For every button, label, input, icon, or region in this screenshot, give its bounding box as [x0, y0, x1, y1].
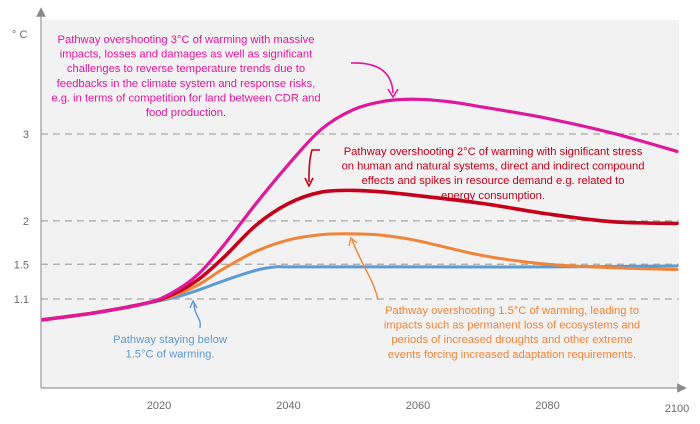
- y-tick-label: 1.5: [14, 259, 29, 271]
- y-tick-label: 1.1: [14, 294, 29, 306]
- annotation-line: periods of increased droughts and other …: [391, 334, 632, 346]
- annotation-2c-arrowhead: [304, 177, 314, 188]
- annotation-line: food production.: [146, 107, 226, 119]
- x-tick-label: 2100: [665, 403, 689, 415]
- annotation-line: events forcing increased adaptation requ…: [388, 349, 636, 361]
- annotation-line: impacts such as permanent loss of ecosys…: [384, 320, 640, 332]
- annotation-line: e.g. in terms of competition for land be…: [51, 92, 320, 104]
- annotation-line: 1.5°C of warming.: [125, 349, 214, 361]
- annotation-3c-text: Pathway overshooting 3°C of warming with…: [51, 34, 320, 119]
- annotation-3c-arrow: [350, 62, 394, 94]
- annotation-line: Pathway overshooting 2°C of warming with…: [344, 146, 643, 158]
- y-tick-label: 2: [23, 216, 29, 228]
- annotation-line: impacts, losses and damages as well as s…: [60, 49, 313, 61]
- x-tick-label: 2040: [276, 400, 300, 412]
- annotation-2c-text: Pathway overshooting 2°C of warming with…: [342, 146, 645, 202]
- annotation-line: challenges to reverse temperature trends…: [67, 63, 305, 75]
- plot-background: [41, 20, 679, 388]
- y-axis-label: ° C: [12, 29, 27, 41]
- annotation-line: on human and natural systems, direct and…: [342, 161, 645, 173]
- annotation-line: effects and spikes in resource demand e.…: [362, 175, 625, 187]
- annotation-line: Pathway overshooting 3°C of warming with…: [58, 34, 315, 46]
- annotation-line: Pathway overshooting 1.5°C of warming, l…: [385, 305, 639, 317]
- annotation-line: Pathway staying below: [113, 334, 228, 346]
- annotation-below-15c-text: Pathway staying below 1.5°C of warming.: [113, 334, 228, 361]
- annotation-2c-arrow: [308, 149, 320, 183]
- annotation-below-15c-arrowhead: [189, 299, 198, 309]
- annotation-15c-arrowhead: [348, 236, 358, 247]
- x-tick-label: 2080: [535, 400, 559, 412]
- annotation-15c-text: Pathway overshooting 1.5°C of warming, l…: [384, 305, 640, 361]
- annotation-line: feedbacks in the climate system and resp…: [57, 78, 316, 90]
- annotation-line: energy consumption.: [441, 190, 545, 202]
- annotation-3c-arrowhead: [387, 88, 399, 99]
- x-tick-label: 2020: [147, 400, 171, 412]
- x-tick-label: 2060: [406, 400, 430, 412]
- series-line-0: [40, 97, 679, 322]
- annotation-below-15c-arrow: [193, 302, 202, 329]
- y-tick-label: 3: [23, 129, 29, 141]
- annotation-15c-arrow: [351, 239, 379, 301]
